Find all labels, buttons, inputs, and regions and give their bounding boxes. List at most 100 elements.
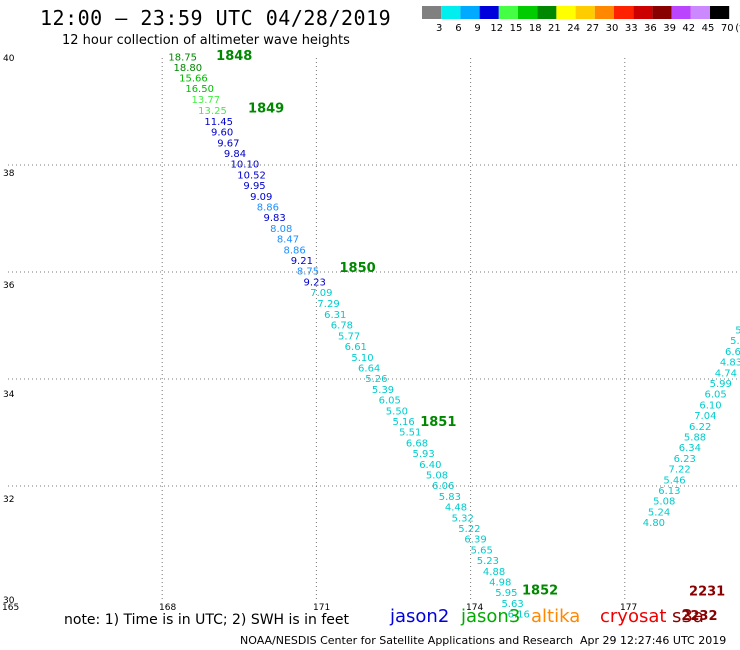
swh-value: 6.13	[658, 486, 680, 497]
legend-jason3: jason3	[461, 606, 521, 627]
colorbar-swatch	[460, 6, 480, 19]
legend-jason2: jason2	[390, 606, 450, 627]
swh-value: 6.64	[358, 364, 380, 375]
colorbar-swatch	[518, 6, 538, 19]
swh-value: 5.63	[501, 599, 523, 610]
swh-value: 5.10	[351, 353, 373, 364]
colorbar-swatch	[652, 6, 672, 19]
colorbar-label: 21	[548, 23, 561, 34]
swh-value: 5.69	[730, 336, 740, 347]
colorbar-swatch	[671, 6, 691, 19]
map-subtitle: 12 hour collection of altimeter wave hei…	[62, 33, 350, 48]
colorbar-label: 70	[721, 23, 734, 34]
swh-value: 5.22	[458, 524, 480, 535]
swh-value: 5.39	[372, 385, 394, 396]
colorbar-unit: (ft)	[735, 23, 740, 34]
swh-value: 5.46	[663, 475, 685, 486]
legend-altika: altika	[531, 606, 581, 627]
swh-value: 16.50	[185, 84, 214, 95]
colorbar-label: 39	[663, 23, 676, 34]
swh-value: 5.65	[471, 545, 493, 556]
swh-value: 6.68	[406, 438, 428, 449]
swh-value: 15.66	[179, 74, 208, 85]
pass-time-label: 1851	[420, 415, 456, 430]
legend-s3a: s3a	[672, 606, 704, 627]
lon-tick-label: 177	[620, 603, 637, 613]
swh-value: 7.22	[668, 465, 690, 476]
swh-value: 13.25	[198, 106, 227, 117]
swh-value: 8.86	[257, 202, 279, 213]
swh-value: 6.40	[419, 460, 441, 471]
swh-value: 10.10	[231, 160, 260, 171]
colorbar-label: 33	[625, 23, 638, 34]
swh-value: 8.47	[277, 235, 299, 246]
swh-value: 5.32	[452, 513, 474, 524]
colorbar-label: 18	[529, 23, 542, 34]
colorbar-swatch	[710, 6, 730, 19]
swh-value: 9.83	[263, 213, 285, 224]
colorbar-swatch	[537, 6, 557, 19]
colorbar-swatch	[422, 6, 442, 19]
swh-value: 13.77	[191, 95, 220, 106]
swh-value: 6.34	[679, 443, 701, 454]
swh-value: 5.83	[439, 492, 461, 503]
colorbar-label: 24	[567, 23, 580, 34]
lon-tick-label: 165	[2, 603, 19, 613]
swh-value: 6.23	[674, 454, 696, 465]
swh-value: 6.06	[432, 481, 454, 492]
swh-value: 9.95	[243, 181, 265, 192]
colorbar-swatch	[614, 6, 634, 19]
swh-value: 5.88	[684, 433, 706, 444]
swh-value: 10.52	[237, 170, 266, 181]
swh-value: 6.16	[508, 610, 530, 621]
lat-tick-label: 34	[3, 390, 15, 400]
colorbar-label: 3	[436, 23, 442, 34]
pass-time-label: 1850	[340, 261, 376, 276]
colorbar-label: 45	[702, 23, 715, 34]
swh-value: 5.24	[648, 507, 670, 518]
lon-tick-label: 168	[159, 603, 176, 613]
swh-value: 5.93	[413, 449, 435, 460]
pass-time-label: 1849	[248, 102, 284, 117]
swh-value: 7.04	[694, 411, 716, 422]
colorbar-swatch	[479, 6, 499, 19]
swh-value: 6.63	[725, 347, 740, 358]
swh-value: 9.23	[304, 277, 326, 288]
swh-value: 5.50	[386, 406, 408, 417]
lon-tick-label: 174	[466, 603, 483, 613]
swh-value: 5.08	[653, 497, 675, 508]
colorbar-swatch	[498, 6, 518, 19]
lat-tick-label: 40	[3, 54, 15, 64]
swh-value: 6.78	[331, 321, 353, 332]
swh-value: 7.09	[310, 288, 332, 299]
colorbar-label: 12	[490, 23, 503, 34]
swh-value: 5.16	[392, 417, 414, 428]
swh-value: 6.39	[464, 535, 486, 546]
swh-value: 6.10	[699, 400, 721, 411]
swh-value: 4.80	[643, 518, 665, 529]
swh-value: 4.83	[720, 358, 740, 369]
colorbar-label: 27	[586, 23, 599, 34]
footer-note: note: 1) Time is in UTC; 2) SWH is in fe…	[64, 612, 350, 628]
lon-tick-label: 171	[313, 603, 330, 613]
swh-value: 6.61	[345, 342, 367, 353]
altimeter-tracks: 18.7518.8015.6616.5013.7713.2511.459.609…	[168, 53, 740, 621]
colorbar-swatch	[575, 6, 595, 19]
swh-value: 4.48	[445, 503, 467, 514]
legend-cryosat: cryosat	[600, 606, 667, 627]
lat-lon-grid	[8, 58, 740, 600]
swh-value: 9.21	[291, 256, 313, 267]
colorbar-label: 15	[510, 23, 523, 34]
swh-value: 18.80	[174, 63, 203, 74]
swh-value: 4.74	[715, 368, 737, 379]
swh-value: 5.95	[735, 326, 740, 337]
swh-value: 8.86	[284, 245, 306, 256]
swh-value: 5.26	[365, 374, 387, 385]
swh-value: 9.60	[211, 128, 233, 139]
swh-value: 9.67	[217, 138, 239, 149]
colorbar-swatch	[441, 6, 461, 19]
lat-tick-label: 36	[3, 281, 15, 291]
swh-value: 5.99	[710, 379, 732, 390]
